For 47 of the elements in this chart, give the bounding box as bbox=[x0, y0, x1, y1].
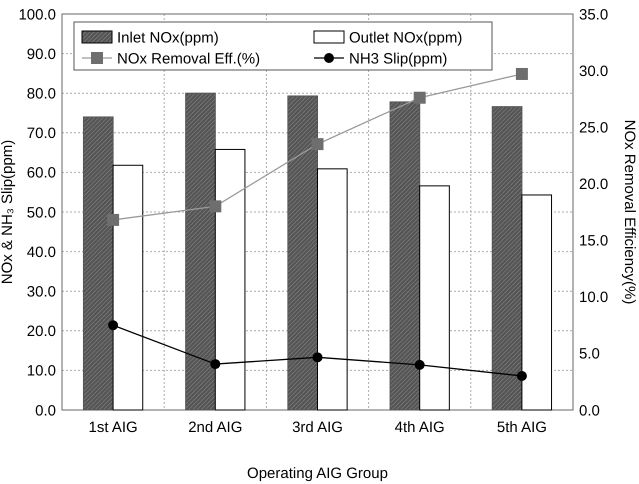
legend-label: NOx Removal Eff.(%) bbox=[117, 50, 260, 68]
point bbox=[210, 359, 220, 370]
x-tick-label: 4th AIG bbox=[394, 419, 445, 436]
x-tick-label: 2nd AIG bbox=[188, 419, 242, 436]
y-tick-label: 30.0 bbox=[26, 283, 56, 300]
y-tick-label: 50.0 bbox=[26, 204, 56, 222]
y-tick-label: 100.0 bbox=[18, 6, 56, 24]
y2-tick-label: 25.0 bbox=[579, 119, 608, 136]
bar bbox=[521, 194, 552, 410]
point bbox=[108, 320, 118, 330]
y-tick-label: 80.0 bbox=[26, 85, 56, 102]
y2-tick-label: 30.0 bbox=[579, 62, 608, 80]
y-tick-label: 90.0 bbox=[26, 46, 56, 63]
legend-label: Inlet NOx(ppm) bbox=[117, 29, 219, 46]
y2-tick-label: 15.0 bbox=[579, 232, 608, 250]
x-tick-label: 3rd AIG bbox=[292, 419, 343, 436]
y-tick-label: 40.0 bbox=[26, 244, 56, 261]
legend-label: Outlet NOx(ppm) bbox=[349, 29, 462, 46]
y-tick-label: 60.0 bbox=[26, 164, 56, 182]
y-axis-title: NOx & NH₃ Slip(ppm) bbox=[0, 140, 16, 284]
y-tick-label: 20.0 bbox=[26, 323, 56, 340]
y2-tick-label: 5.0 bbox=[579, 346, 600, 363]
bar bbox=[82, 116, 114, 410]
x-tick-label: 5th AIG bbox=[496, 419, 547, 436]
bar bbox=[390, 101, 420, 410]
point bbox=[312, 138, 324, 150]
bar bbox=[185, 92, 216, 410]
point bbox=[414, 92, 426, 104]
y2-axis-title: NOx Removal Efficiency(%) bbox=[621, 120, 638, 304]
y2-tick-label: 10.0 bbox=[579, 289, 608, 306]
y-tick-label: 70.0 bbox=[26, 125, 56, 142]
y2-tick-label: 0.0 bbox=[579, 402, 600, 420]
y2-tick-label: 20.0 bbox=[579, 176, 608, 193]
point bbox=[414, 360, 425, 370]
point bbox=[516, 370, 527, 381]
bar bbox=[287, 95, 318, 410]
bar bbox=[492, 106, 522, 410]
y-tick-label: 0.0 bbox=[35, 402, 56, 420]
x-tick-label: 1st AIG bbox=[88, 419, 138, 436]
point bbox=[107, 214, 120, 226]
point bbox=[516, 68, 528, 80]
y2-tick-label: 35.0 bbox=[579, 6, 608, 24]
x-axis-title: Operating AIG Group bbox=[247, 465, 388, 482]
y-tick-label: 10.0 bbox=[26, 362, 56, 380]
point bbox=[312, 352, 322, 362]
point bbox=[209, 200, 222, 212]
legend-label: NH3 Slip(ppm) bbox=[349, 50, 448, 68]
